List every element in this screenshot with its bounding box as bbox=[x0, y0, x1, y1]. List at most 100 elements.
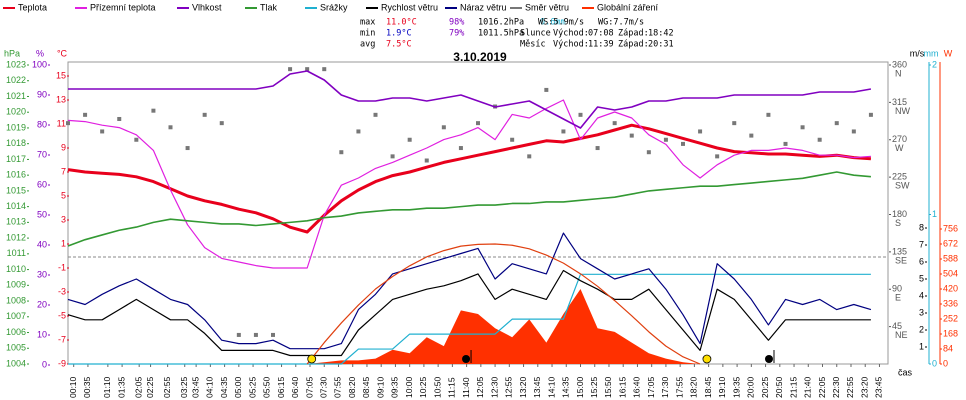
radiation-area bbox=[68, 289, 871, 364]
x-tick-label: 12:55 bbox=[504, 376, 514, 398]
direction-point bbox=[168, 125, 173, 130]
stat-value: 7.5°C bbox=[386, 40, 412, 50]
y-tick-label: 1019 bbox=[6, 122, 26, 132]
x-tick-label: 11:40 bbox=[461, 377, 471, 398]
x-tick-label: 20:00 bbox=[746, 376, 756, 398]
astro-rise: 07:08 bbox=[588, 29, 614, 39]
y-tick-label: 135 bbox=[892, 246, 907, 256]
direction-point bbox=[766, 112, 771, 117]
x-tick-label: 21:15 bbox=[788, 376, 798, 398]
astro-set-label: Západ: bbox=[618, 40, 649, 50]
x-tick-label: 05:00 bbox=[233, 376, 243, 398]
y-tick-label: 7 bbox=[919, 239, 924, 249]
x-tick-label: 02:55 bbox=[162, 376, 172, 398]
chart-title: 3.10.2019 bbox=[453, 50, 507, 64]
direction-point bbox=[202, 112, 207, 117]
y-tick-label: 1006 bbox=[6, 327, 26, 337]
direction-point bbox=[646, 150, 651, 155]
legend-label: Vlhkost bbox=[192, 2, 222, 12]
moon-marker bbox=[462, 355, 471, 363]
x-tick-label: 05:50 bbox=[262, 376, 272, 398]
wind-stat: WG:7.7m/s bbox=[598, 18, 644, 28]
direction-point bbox=[544, 87, 549, 92]
axis-unit: °C bbox=[57, 48, 68, 58]
axis-unit: mm bbox=[924, 48, 939, 58]
y-tick-label: 90 bbox=[892, 284, 902, 294]
y-tick-label: -3 bbox=[58, 286, 66, 296]
legend-label: Směr větru bbox=[525, 2, 569, 12]
x-tick-label: 01:10 bbox=[102, 376, 112, 398]
compass-label: S bbox=[895, 218, 901, 228]
y-tick-label: 3 bbox=[919, 307, 924, 317]
x-tick-label: 11:15 bbox=[447, 377, 457, 398]
y-tick-label: 1012 bbox=[6, 232, 26, 242]
x-tick-label: 20:25 bbox=[760, 376, 770, 398]
direction-point bbox=[510, 137, 515, 142]
y-tick-label: 70 bbox=[37, 149, 47, 159]
y-tick-label: 1018 bbox=[6, 138, 26, 148]
stat-value: 11.0°C bbox=[386, 18, 417, 28]
y-tick-label: 315 bbox=[892, 97, 907, 107]
x-tick-label: 08:45 bbox=[361, 376, 371, 398]
y-tick-label: 360 bbox=[892, 59, 907, 69]
sun-marker bbox=[307, 354, 317, 364]
direction-point bbox=[715, 154, 720, 159]
direction-point bbox=[476, 121, 480, 126]
series-line bbox=[67, 99, 871, 269]
direction-point bbox=[698, 129, 703, 134]
y-tick-label: -1 bbox=[58, 262, 66, 272]
y-tick-label: 180 bbox=[892, 209, 907, 219]
y-tick-label: 0 bbox=[932, 358, 937, 368]
direction-point bbox=[117, 116, 122, 121]
compass-label: E bbox=[895, 293, 901, 303]
y-tick-label: 504 bbox=[943, 268, 958, 278]
compass-label: SW bbox=[895, 181, 910, 191]
y-tick-label: 6 bbox=[919, 256, 924, 266]
y-tick-label: 45 bbox=[892, 321, 902, 331]
astro-set: 20:31 bbox=[648, 40, 674, 50]
compass-label: SE bbox=[895, 255, 907, 265]
direction-point bbox=[527, 154, 532, 159]
direction-point bbox=[134, 137, 139, 142]
x-tick-label: 19:35 bbox=[731, 376, 741, 398]
direction-point bbox=[356, 129, 361, 134]
x-tick-label: 19:10 bbox=[717, 376, 727, 398]
series-line bbox=[67, 171, 871, 247]
astro-set-label: Západ: bbox=[618, 29, 649, 39]
y-tick-label: 1020 bbox=[6, 107, 26, 117]
y-tick-label: 1 bbox=[919, 341, 924, 351]
x-tick-label: 13:45 bbox=[532, 376, 542, 398]
y-tick-label: 168 bbox=[943, 328, 958, 338]
direction-point bbox=[390, 154, 395, 159]
y-tick-label: 2 bbox=[919, 324, 924, 334]
x-tick-label: 03:25 bbox=[179, 376, 189, 398]
x-tick-label: 06:15 bbox=[276, 376, 286, 398]
y-tick-label: 5 bbox=[61, 190, 66, 200]
stat-value: 1016.2hPa bbox=[478, 18, 524, 28]
compass-label: N bbox=[895, 68, 902, 78]
direction-point bbox=[83, 112, 88, 117]
direction-point bbox=[578, 112, 583, 117]
direction-point bbox=[817, 137, 822, 142]
y-tick-label: 1016 bbox=[6, 170, 26, 180]
direction-point bbox=[629, 133, 634, 138]
x-tick-label: 07:05 bbox=[304, 376, 314, 398]
x-tick-label: 23:45 bbox=[874, 376, 884, 398]
y-tick-label: -7 bbox=[58, 334, 66, 344]
legend-label: Globální záření bbox=[597, 2, 659, 12]
y-tick-label: 84 bbox=[943, 343, 953, 353]
astro-label: Měsíc bbox=[520, 40, 546, 50]
axis-unit: % bbox=[36, 48, 44, 58]
axis-unit: m/s bbox=[910, 48, 925, 58]
direction-point bbox=[407, 137, 412, 142]
stat-value: 79% bbox=[449, 29, 464, 39]
x-tick-label: 12:30 bbox=[489, 376, 499, 398]
y-tick-label: 225 bbox=[892, 172, 907, 182]
y-tick-label: 1015 bbox=[6, 185, 26, 195]
direction-point bbox=[100, 129, 105, 134]
y-tick-label: 1023 bbox=[6, 59, 26, 69]
y-tick-label: 1021 bbox=[6, 91, 26, 101]
direction-point bbox=[185, 146, 190, 151]
direction-point bbox=[458, 146, 463, 151]
